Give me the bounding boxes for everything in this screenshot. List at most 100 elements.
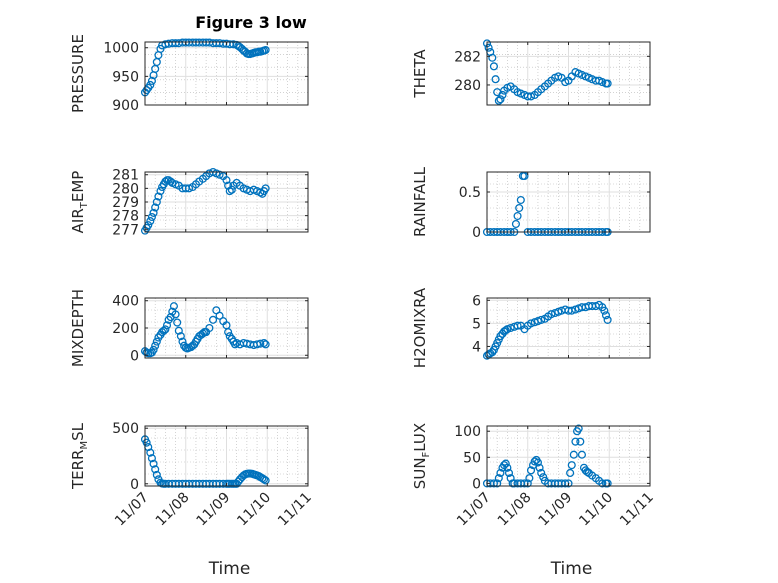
data-point <box>516 89 525 98</box>
y-tick-label: 50 <box>463 450 481 466</box>
data-point <box>547 310 556 319</box>
data-point <box>222 176 231 185</box>
data-point <box>224 328 233 337</box>
data-point <box>537 468 546 478</box>
data-point <box>149 459 158 468</box>
data-point <box>494 474 503 483</box>
subplot-mixdepth: 0 200 400 MIXDEPTH <box>69 289 309 367</box>
data-point <box>205 323 214 333</box>
data-point <box>489 479 498 488</box>
data-point <box>259 338 269 348</box>
y-tick-label: 282 <box>454 49 481 65</box>
data-point <box>161 325 170 334</box>
data-point <box>496 95 505 104</box>
data-point <box>603 479 612 488</box>
data-point <box>494 96 503 105</box>
data-point <box>154 192 163 201</box>
data-point <box>149 345 158 354</box>
data-point <box>256 339 265 348</box>
data-point <box>489 62 498 71</box>
data-point <box>149 208 158 217</box>
data-point <box>215 311 224 320</box>
data-point <box>142 86 151 95</box>
data-point <box>603 315 612 324</box>
data-point <box>501 326 510 335</box>
y-tick-label: 0 <box>130 477 139 493</box>
data-point <box>151 203 160 212</box>
data-point <box>515 203 524 213</box>
data-point <box>162 321 172 330</box>
data-point <box>506 474 515 483</box>
data-point <box>577 450 586 459</box>
data-point <box>539 473 548 482</box>
y-axis-label: AIRTEMP <box>69 171 90 234</box>
data-point <box>261 340 270 349</box>
data-point <box>526 92 536 101</box>
data-point <box>513 321 522 330</box>
y-axis-label: SUNFLUX <box>411 423 432 489</box>
data-point <box>504 468 514 478</box>
data-point <box>574 424 583 433</box>
data-point <box>147 454 156 463</box>
data-point <box>525 474 534 483</box>
data-point <box>146 217 155 226</box>
data-point <box>261 45 270 55</box>
data-point <box>496 468 505 478</box>
y-label-sub: T <box>79 201 90 209</box>
data-point <box>603 79 612 88</box>
y-axis-label: MIXDEPTH <box>69 289 87 367</box>
data-point <box>571 437 580 446</box>
y-tick-label: 277 <box>112 222 139 238</box>
subplot-rainfall: 0 0.5 RAINFALL <box>411 166 651 241</box>
data-point <box>146 80 155 90</box>
y-label-main: H2OMIXRA <box>411 287 429 368</box>
y-tick-label: 5 <box>472 316 481 332</box>
y-tick-label: 278 <box>112 209 139 225</box>
y-axis-label: TERRMSL <box>69 422 90 490</box>
data-point <box>498 90 507 100</box>
data-point <box>484 43 493 52</box>
data-point <box>601 311 611 320</box>
data-point <box>147 212 156 222</box>
y-label-main: MIXDEPTH <box>69 289 87 367</box>
data-point <box>564 479 573 488</box>
series-points <box>482 424 612 488</box>
y-tick-label: 279 <box>112 195 139 211</box>
y-axis-label: H2OMIXRA <box>411 287 429 368</box>
series-points <box>140 38 270 97</box>
data-point <box>174 326 183 335</box>
data-point <box>533 458 542 467</box>
y-label-sub: M <box>79 441 90 450</box>
data-point <box>142 438 151 447</box>
y-label-main: TERR <box>69 450 87 491</box>
y-label-sub: F <box>421 451 432 457</box>
data-point <box>513 211 522 221</box>
data-point <box>576 437 585 446</box>
data-point <box>152 470 161 479</box>
y-label-rest: SL <box>69 422 87 441</box>
data-point <box>493 479 502 488</box>
data-point <box>569 450 578 459</box>
series-points <box>482 300 612 360</box>
y-tick-label: 200 <box>112 321 139 337</box>
data-point <box>215 170 224 179</box>
y-tick-label: 4 <box>472 339 481 355</box>
y-label-rest: EMP <box>69 171 87 202</box>
y-tick-label: 900 <box>112 98 139 114</box>
y-label-main: SUN <box>411 457 429 489</box>
data-point <box>152 337 161 346</box>
y-tick-label: 0 <box>130 348 139 364</box>
y-label-main: THETA <box>411 49 429 99</box>
data-point <box>526 466 536 475</box>
figure-title: Figure 3 low <box>195 13 307 32</box>
subplot-theta: 280 282 THETA <box>411 39 651 106</box>
y-tick-label: 400 <box>112 294 139 310</box>
data-point <box>229 40 238 49</box>
series-points <box>482 39 612 105</box>
data-point <box>156 187 165 196</box>
data-point <box>225 187 234 196</box>
data-point <box>209 315 218 324</box>
y-tick-label: 1000 <box>103 41 139 57</box>
